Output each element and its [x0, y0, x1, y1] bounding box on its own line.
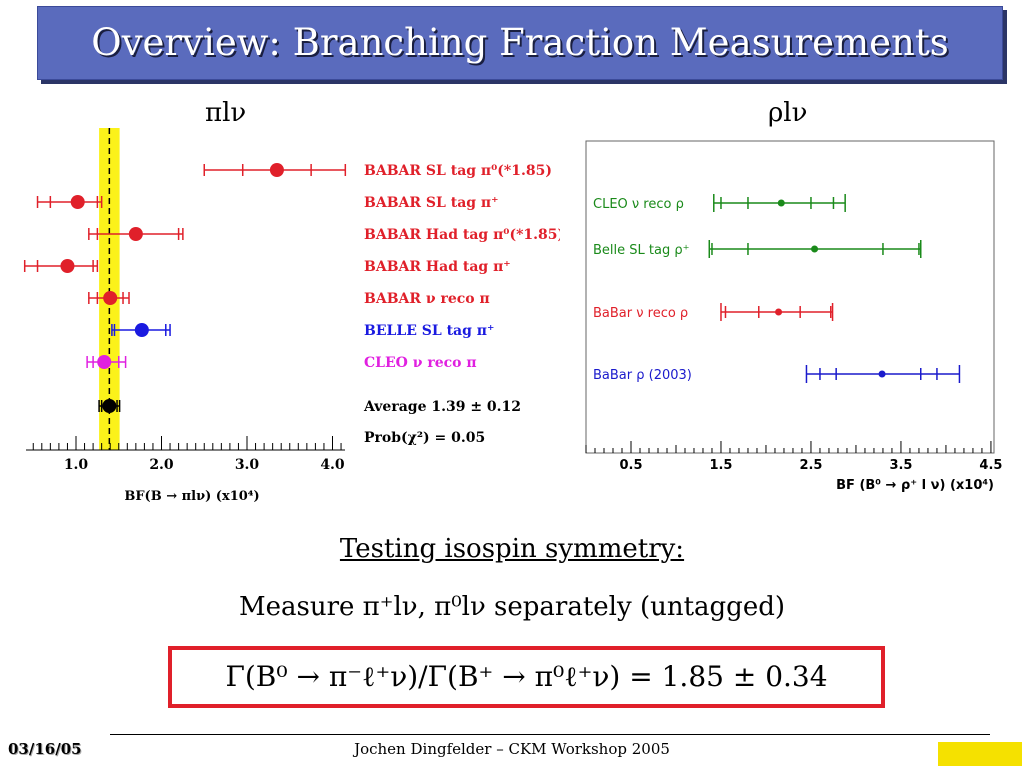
data-point: [111, 323, 171, 337]
left-chart-heading: πlν: [205, 98, 247, 128]
point-marker: [811, 245, 819, 253]
x-tick-label: 2.0: [149, 457, 174, 473]
chi2-annotation: Prob(χ²) = 0.05: [364, 430, 485, 446]
x-tick-label: 3.0: [235, 457, 260, 473]
point-label: CLEO ν reco π: [364, 355, 477, 371]
footer-author: Jochen Dingfelder – CKM Workshop 2005: [354, 740, 670, 758]
slide-title: Overview: Branching Fraction Measurement…: [91, 21, 949, 64]
x-tick-label: 2.5: [799, 458, 822, 473]
point-marker: [70, 195, 85, 209]
point-marker: [60, 259, 75, 273]
point-marker: [777, 199, 785, 207]
title-bar: Overview: Branching Fraction Measurement…: [37, 6, 1003, 80]
x-tick-label: 0.5: [619, 458, 642, 473]
isospin-title: Testing isospin symmetry:: [339, 534, 685, 564]
data-point: [23, 259, 99, 273]
rho-l-nu-chart: 0.5 1.5 2.5 3.5 4.5 BF (B⁰ → ρ⁺ l ν) (x10⁴) CL…: [585, 140, 1002, 493]
footer-divider: [110, 734, 990, 735]
point-marker: [775, 308, 783, 316]
point-label: CLEO ν reco ρ: [593, 197, 684, 212]
data-point: [86, 355, 127, 369]
x-tick-label: 1.5: [709, 458, 732, 473]
x-axis-label: BF (B⁰ → ρ⁺ l ν) (x10⁴): [836, 478, 994, 493]
x-tick-label: 3.5: [889, 458, 912, 473]
data-point: [708, 240, 922, 258]
point-label: BABAR SL tag π⁰(*1.85): [364, 163, 552, 179]
formula-box: Γ(B⁰ → π⁻ℓ⁺ν)/Γ(B⁺ → π⁰ℓ⁺ν) = 1.85 ± 0.3…: [168, 646, 885, 708]
data-point: [713, 194, 846, 212]
point-label: Average 1.39 ± 0.12: [363, 399, 521, 415]
x-tick-label: 4.5: [979, 458, 1002, 473]
point-marker: [269, 163, 284, 177]
pi-l-nu-chart: 1.0 2.0 3.0 4.0 BF(B → πlν) (x10⁴) BABAR SL t…: [23, 128, 560, 504]
point-label: BABAR Had tag π⁰(*1.85): [364, 227, 560, 243]
point-marker: [97, 355, 112, 369]
data-point: [720, 303, 834, 321]
right-chart-heading: ρlν: [768, 98, 808, 128]
point-marker: [102, 399, 117, 413]
point-label: BELLE SL tag π⁺: [364, 323, 494, 339]
footer-highlight-box: [938, 742, 1022, 766]
point-label: BaBar ν reco ρ: [593, 306, 688, 321]
data-point: [203, 163, 347, 177]
x-tick-label: 1.0: [64, 457, 89, 473]
isospin-formula: Γ(B⁰ → π⁻ℓ⁺ν)/Γ(B⁺ → π⁰ℓ⁺ν) = 1.85 ± 0.3…: [225, 660, 828, 693]
plot-frame: [585, 140, 995, 454]
point-label: BABAR ν reco π: [364, 291, 490, 307]
footer-date: 03/16/05: [8, 740, 82, 758]
point-marker: [103, 291, 118, 305]
point-marker: [878, 370, 886, 378]
data-point: [88, 227, 184, 241]
isospin-line: Measure π⁺lν, π⁰lν separately (untagged): [239, 592, 785, 622]
point-label: Belle SL tag ρ⁺: [593, 243, 689, 258]
x-axis-label: BF(B → πlν) (x10⁴): [124, 489, 259, 504]
point-marker: [128, 227, 143, 241]
point-marker: [134, 323, 149, 337]
point-label: BABAR SL tag π⁺: [364, 195, 499, 211]
data-point: [805, 365, 961, 383]
data-point: [36, 195, 103, 209]
point-label: BABAR Had tag π⁺: [364, 259, 511, 275]
x-tick-label: 4.0: [320, 457, 345, 473]
data-point: [98, 399, 121, 413]
data-point: [88, 291, 130, 305]
point-label: BaBar ρ (2003): [593, 368, 692, 383]
